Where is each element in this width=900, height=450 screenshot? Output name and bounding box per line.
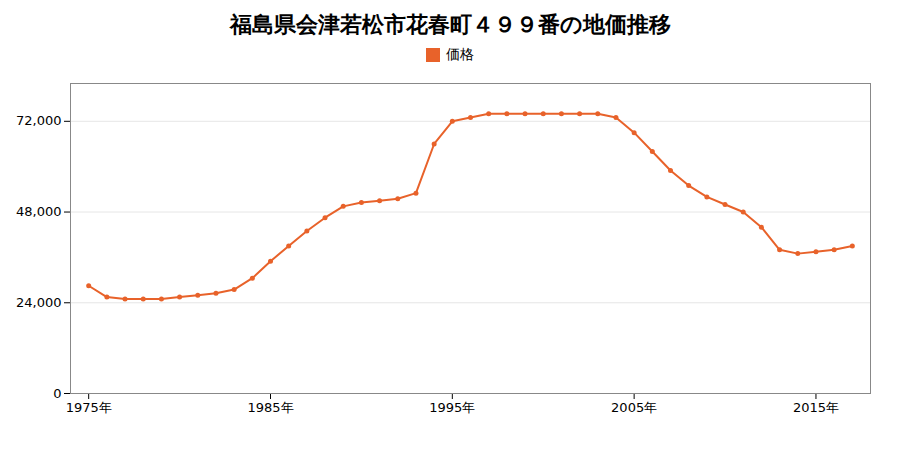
- svg-text:1975年: 1975年: [66, 400, 112, 415]
- html-text:福島県会津若松市花春町４９９番の地価推移: 福島県会津若松市花春町４９９番の地価推移: [229, 12, 671, 37]
- svg-text:1985年: 1985年: [247, 400, 293, 415]
- svg-text:24,000: 24,000: [16, 295, 62, 310]
- svg-text:2015年: 2015年: [793, 400, 839, 415]
- svg-text:48,000: 48,000: [16, 204, 62, 219]
- svg-text:72,000: 72,000: [16, 113, 62, 128]
- svg-text:1995年: 1995年: [429, 400, 475, 415]
- svg-text:2005年: 2005年: [611, 400, 657, 415]
- svg-text:0: 0: [53, 386, 61, 401]
- html-text:価格: 価格: [446, 46, 474, 62]
